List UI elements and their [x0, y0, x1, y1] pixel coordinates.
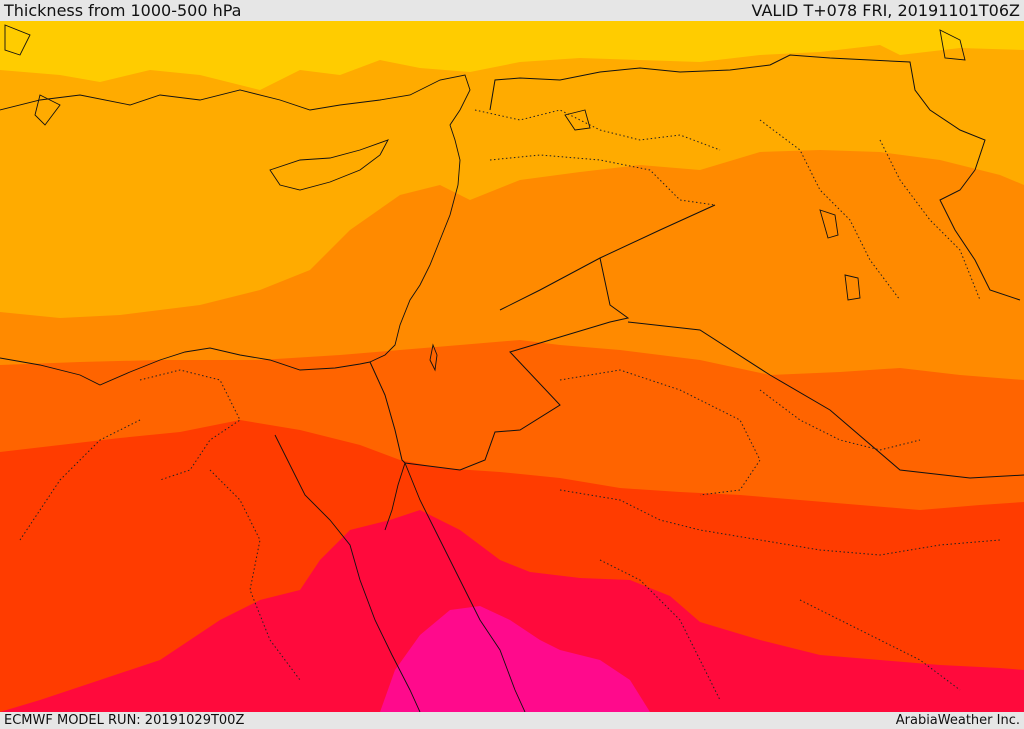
header-bar: Thickness from 1000-500 hPa VALID T+078 … — [0, 0, 1024, 21]
band-crimson-6 — [0, 510, 1024, 712]
thickness-map[interactable] — [0, 21, 1024, 712]
map-title: Thickness from 1000-500 hPa — [4, 1, 242, 20]
model-run: ECMWF MODEL RUN: 20191029T00Z — [4, 713, 245, 728]
credit: ArabiaWeather Inc. — [895, 713, 1020, 728]
boundaries — [0, 24, 1024, 712]
footer-bar: ECMWF MODEL RUN: 20191029T00Z ArabiaWeat… — [0, 712, 1024, 729]
band-yellow — [0, 21, 1024, 90]
valid-time: VALID T+078 FRI, 20191101T06Z — [751, 1, 1020, 20]
band-magenta-7 — [380, 606, 650, 712]
